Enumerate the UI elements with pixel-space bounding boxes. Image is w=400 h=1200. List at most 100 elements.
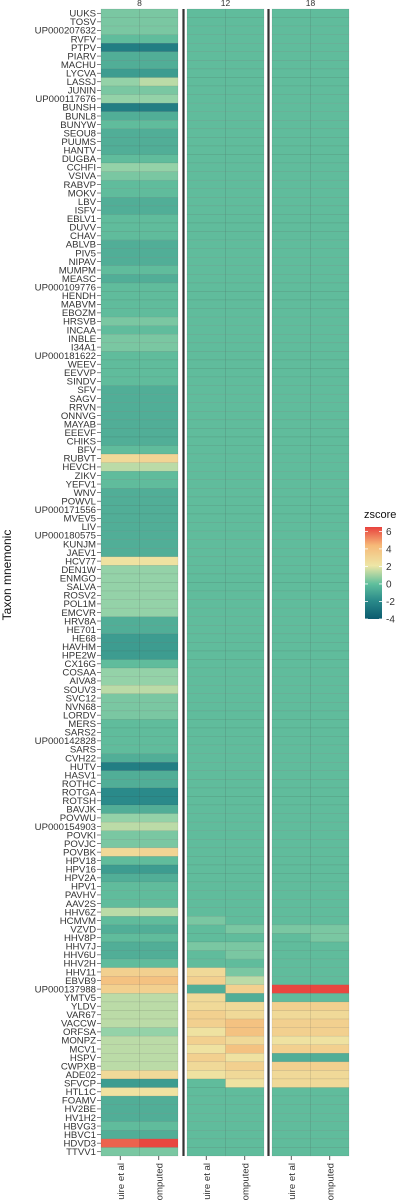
y-tick-label: DUVV — [69, 223, 96, 234]
heatmap-cell — [186, 1095, 226, 1105]
heatmap-cell — [186, 556, 226, 566]
heatmap-cell — [186, 274, 226, 284]
heatmap-cell — [186, 993, 226, 1003]
heatmap-cell — [310, 17, 350, 27]
y-tick-label: NIPAV — [69, 257, 97, 268]
heatmap-cell — [100, 60, 140, 70]
heatmap-cell — [139, 1027, 179, 1037]
y-tick-label: HUTV — [70, 762, 97, 773]
heatmap-cell — [310, 839, 350, 849]
heatmap-cell — [186, 231, 226, 241]
heatmap-cell — [100, 368, 140, 378]
y-tick-label: DEN1W — [61, 565, 97, 576]
heatmap-cell — [310, 1112, 350, 1122]
heatmap-cell — [139, 411, 179, 421]
heatmap-cell — [139, 1138, 179, 1148]
heatmap-cell — [186, 916, 226, 926]
heatmap-cell — [186, 650, 226, 660]
heatmap-cell — [310, 1044, 350, 1054]
facet-label: 18 — [306, 0, 316, 8]
heatmap-cell — [271, 1138, 311, 1148]
heatmap-cell — [310, 1095, 350, 1105]
heatmap-cell — [139, 8, 179, 18]
heatmap-cell — [225, 941, 265, 951]
heatmap-cell — [225, 368, 265, 378]
heatmap-cell — [271, 359, 311, 369]
heatmap-cell — [271, 916, 311, 926]
heatmap-cell — [225, 573, 265, 583]
heatmap-cell — [186, 967, 226, 977]
heatmap-cell — [100, 548, 140, 558]
heatmap-cell — [186, 162, 226, 172]
heatmap-cell — [139, 976, 179, 986]
heatmap-cell — [186, 976, 226, 986]
heatmap-cell — [225, 231, 265, 241]
heatmap-cell — [310, 676, 350, 686]
x-tick-label: Maguire et al — [116, 1163, 127, 1200]
heatmap-cell — [310, 787, 350, 797]
heatmap-cell — [225, 102, 265, 112]
heatmap-cell — [100, 1070, 140, 1080]
y-tick-label: MONPZ — [61, 1036, 96, 1047]
heatmap-cell — [310, 376, 350, 386]
heatmap-cell — [225, 693, 265, 703]
heatmap-cell — [139, 197, 179, 207]
y-tick-label: HCMVM — [60, 916, 96, 927]
heatmap-cell — [225, 393, 265, 403]
heatmap-cell — [271, 556, 311, 566]
heatmap-cell — [225, 479, 265, 489]
facet-label: 12 — [221, 0, 231, 8]
y-tick-label: HDVD3 — [63, 1138, 96, 1149]
heatmap-cell — [100, 762, 140, 772]
heatmap-cell — [271, 68, 311, 78]
heatmap-cell — [310, 1078, 350, 1088]
heatmap-cell — [139, 590, 179, 600]
heatmap-cell — [186, 1104, 226, 1114]
heatmap-cell — [186, 573, 226, 583]
heatmap-cell — [310, 393, 350, 403]
heatmap-cell — [186, 291, 226, 301]
heatmap-cell — [100, 496, 140, 506]
heatmap-cell — [186, 1053, 226, 1063]
heatmap-cell — [310, 770, 350, 780]
heatmap-cell — [139, 1010, 179, 1020]
heatmap-cell — [139, 873, 179, 883]
heatmap-cell — [186, 445, 226, 455]
heatmap-cell — [271, 881, 311, 891]
heatmap-cell — [139, 607, 179, 617]
heatmap-cell — [225, 762, 265, 772]
heatmap-cell — [100, 633, 140, 643]
y-tick-label: MABVM — [61, 300, 96, 311]
y-tick-label: BAVJK — [66, 805, 96, 816]
heatmap-cell — [271, 1070, 311, 1080]
y-tick-label: ROSV2 — [63, 591, 96, 602]
heatmap-cell — [225, 976, 265, 986]
heatmap-cell — [225, 1061, 265, 1071]
heatmap-cell — [186, 847, 226, 857]
heatmap-cell — [225, 702, 265, 712]
heatmap-cell — [225, 1027, 265, 1037]
heatmap-cell — [139, 633, 179, 643]
heatmap-cell — [225, 85, 265, 95]
heatmap-cell — [225, 582, 265, 592]
heatmap-cell — [310, 316, 350, 326]
heatmap-cell — [225, 25, 265, 35]
y-tick-label: HPV18 — [66, 856, 96, 867]
heatmap-cell — [100, 1044, 140, 1054]
y-tick-label: HSPV — [70, 1053, 97, 1064]
heatmap-cell — [225, 411, 265, 421]
heatmap-cell — [310, 813, 350, 823]
heatmap-cell — [310, 60, 350, 70]
heatmap-cell — [186, 462, 226, 472]
heatmap-cell — [100, 291, 140, 301]
heatmap-cell — [271, 145, 311, 155]
heatmap-cell — [225, 659, 265, 669]
heatmap-cell — [310, 1087, 350, 1097]
heatmap-cell — [271, 1061, 311, 1071]
heatmap-cell — [271, 257, 311, 266]
heatmap-cell — [100, 650, 140, 660]
heatmap-cell — [186, 941, 226, 951]
heatmap-cell — [139, 804, 179, 814]
heatmap-cell — [271, 445, 311, 455]
heatmap-cell — [186, 1087, 226, 1097]
